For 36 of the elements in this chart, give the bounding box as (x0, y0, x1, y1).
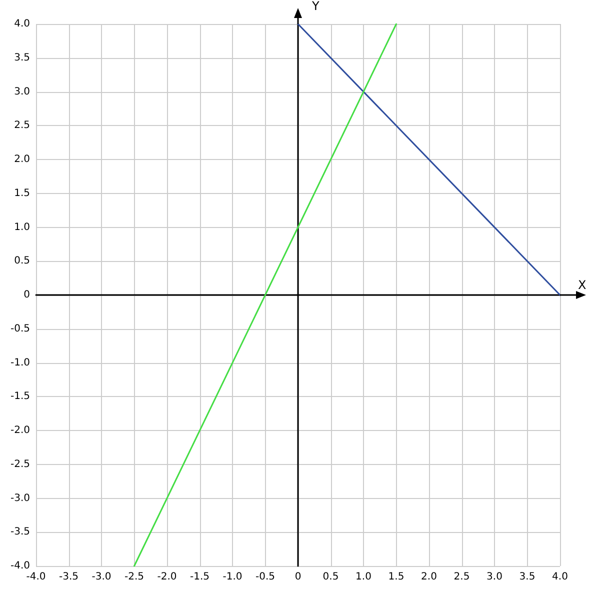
x-tick-label: -0.5 (255, 572, 276, 582)
x-tick-label: 1.0 (356, 572, 372, 582)
x-tick-label: -3.0 (92, 572, 112, 582)
y-tick-label: -1.5 (10, 391, 30, 402)
y-tick-label: 1.5 (14, 188, 30, 199)
x-tick-label: 1.5 (388, 572, 404, 582)
x-tick-label: -3.5 (58, 572, 79, 582)
y-tick-label: 4.0 (14, 18, 30, 30)
x-tick-label: -2.0 (157, 572, 177, 582)
x-tick-label: -1.0 (222, 572, 242, 582)
y-tick-label: -0.5 (10, 323, 30, 334)
y-tick-label: -1.0 (10, 357, 30, 368)
x-axis-title: X (578, 278, 586, 292)
y-tick-label: 0 (24, 290, 30, 300)
y-tick-label: -3.0 (10, 492, 30, 504)
y-tick-label: -4.0 (10, 560, 30, 572)
x-tick-label: 0 (294, 572, 302, 582)
y-tick-label: -2.5 (10, 458, 30, 470)
x-tick-label: 2.0 (421, 572, 437, 582)
y-tick-label: 2.5 (14, 120, 30, 132)
x-tick-label: -1.5 (190, 572, 210, 582)
y-axis-title: Y (311, 0, 320, 13)
x-tick-label: 3.0 (486, 572, 502, 582)
y-tick-label: 0.5 (14, 256, 30, 267)
y-tick-label: -3.5 (10, 526, 30, 538)
y-tick-label: 2.0 (14, 154, 30, 165)
y-tick-label: 3.0 (14, 86, 30, 98)
y-tick-label: 3.5 (14, 52, 30, 64)
x-tick-label: 4.0 (552, 572, 568, 582)
y-tick-label: -2.0 (10, 425, 30, 436)
x-tick-label: 2.5 (454, 572, 470, 582)
y-tick-label: 1.0 (14, 222, 30, 233)
x-tick-label: 3.5 (519, 572, 536, 582)
x-tick-label: -2.5 (124, 572, 144, 582)
x-tick-label: 0.5 (322, 572, 339, 582)
x-tick-label: -4.0 (26, 572, 46, 582)
